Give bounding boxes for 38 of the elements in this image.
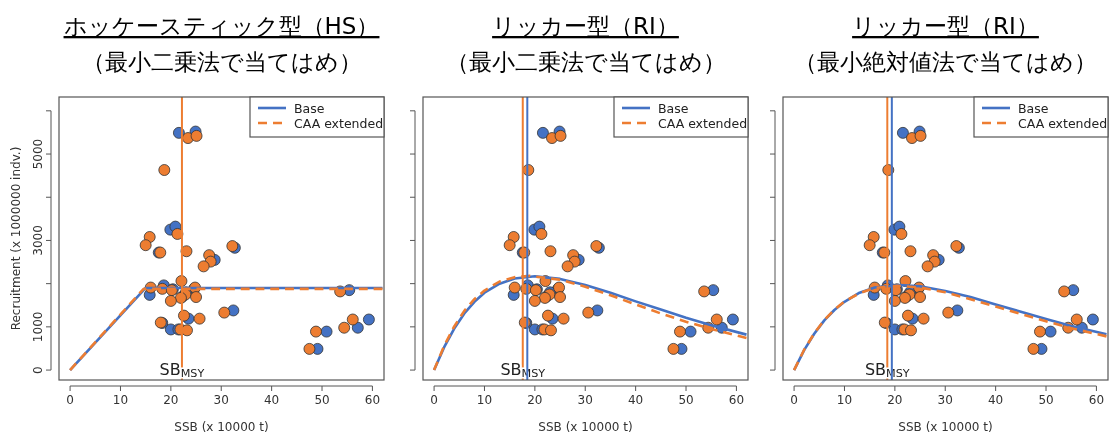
x-tick-label: 10: [836, 393, 853, 407]
legend-label: CAA extended: [658, 115, 748, 131]
x-tick-label: 0: [66, 393, 74, 407]
y-axis-title: Recruitment (x 1000000 indv.): [9, 146, 23, 331]
x-axis-title: SSB (x 10000 t): [538, 420, 633, 434]
x-tick-label: 0: [790, 393, 798, 407]
legend-label: CAA extended: [294, 115, 384, 131]
x-tick-label: 20: [163, 393, 179, 407]
legend-label: Base: [1018, 100, 1049, 116]
x-tick-label: 40: [628, 393, 644, 407]
x-tick-label: 30: [937, 393, 953, 407]
legend-label: Base: [294, 100, 325, 116]
x-tick-label: 60: [364, 393, 381, 407]
x-tick-label: 50: [314, 393, 330, 407]
legend-label: Base: [658, 100, 689, 116]
x-tick-label: 40: [264, 393, 280, 407]
y-tick-label: 5000: [31, 138, 45, 170]
x-tick-label: 60: [728, 393, 745, 407]
x-tick-label: 10: [476, 393, 493, 407]
x-axis-title: SSB (x 10000 t): [898, 420, 993, 434]
x-tick-label: 50: [1038, 393, 1054, 407]
y-tick-label: 0: [31, 366, 45, 374]
y-tick-label: 1000: [31, 311, 45, 343]
chart-subtitle: （最小二乗法で当てはめ）: [81, 49, 362, 75]
x-axis-title: SSB (x 10000 t): [174, 420, 269, 434]
x-tick-label: 60: [1088, 393, 1105, 407]
x-tick-label: 20: [527, 393, 543, 407]
x-tick-label: 30: [577, 393, 593, 407]
x-tick-label: 10: [112, 393, 129, 407]
x-tick-label: 40: [988, 393, 1004, 407]
y-tick-label: 3000: [31, 225, 45, 256]
chart-subtitle: （最小二乗法で当てはめ）: [445, 49, 726, 75]
x-tick-label: 0: [430, 393, 438, 407]
x-tick-label: 50: [678, 393, 694, 407]
x-tick-label: 30: [213, 393, 229, 407]
x-tick-label: 20: [887, 393, 903, 407]
chart-subtitle: （最小絶対値法で当てはめ）: [794, 49, 1097, 75]
legend-label: CAA extended: [1018, 115, 1108, 131]
